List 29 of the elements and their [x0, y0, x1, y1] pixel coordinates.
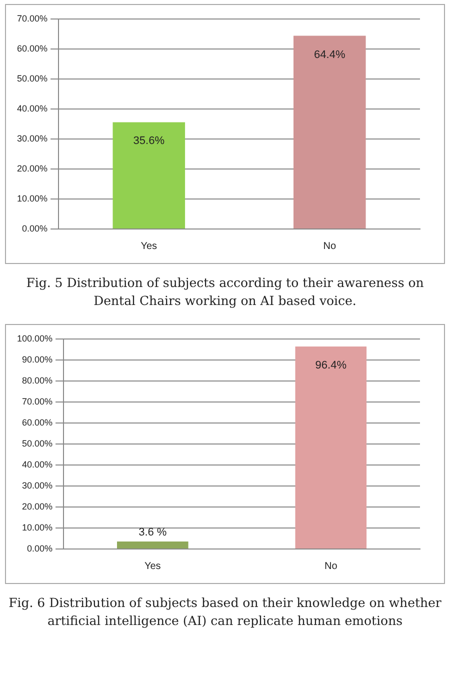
- x-tick-label: Yes: [144, 561, 161, 572]
- y-tick-label: 60.00%: [16, 43, 48, 54]
- y-tick-label: 70.00%: [22, 396, 53, 407]
- data-label: 3.6 %: [138, 526, 167, 539]
- y-tick-label: 50.00%: [16, 73, 48, 84]
- data-label: 96.4%: [315, 360, 347, 372]
- data-label: 35.6%: [133, 135, 165, 148]
- x-tick-label: No: [323, 240, 336, 252]
- y-tick-label: 20.00%: [22, 502, 53, 512]
- y-tick-label: 70.00%: [16, 13, 48, 24]
- y-tick-label: 0.00%: [27, 544, 53, 554]
- data-label: 64.4%: [314, 48, 346, 61]
- caption: Fig. 6 Distribution of subjects based on their knowledge on whether artificial intelligence (AI) can replicate human emotions: [8, 594, 442, 630]
- y-tick-label: 10.00%: [16, 193, 48, 204]
- y-tick-label: 10.00%: [22, 522, 53, 533]
- y-tick-label: 20.00%: [16, 163, 48, 174]
- y-tick-label: 40.00%: [16, 103, 48, 114]
- y-tick-label: 40.00%: [22, 460, 53, 470]
- y-tick-label: 60.00%: [22, 418, 53, 428]
- caption: Fig. 5 Distribution of subjects according to their awareness on Dental Chairs working on AI based voice.: [25, 274, 425, 310]
- y-tick-label: 100.00%: [17, 334, 53, 344]
- y-tick-label: 80.00%: [22, 376, 53, 386]
- y-tick-label: 50.00%: [22, 438, 53, 449]
- y-tick-label: 30.00%: [16, 133, 48, 144]
- x-tick-label: Yes: [140, 240, 158, 252]
- x-tick-label: No: [324, 561, 338, 572]
- y-tick-label: 30.00%: [22, 480, 53, 491]
- y-tick-label: 0.00%: [22, 223, 48, 234]
- y-tick-label: 90.00%: [22, 354, 53, 365]
